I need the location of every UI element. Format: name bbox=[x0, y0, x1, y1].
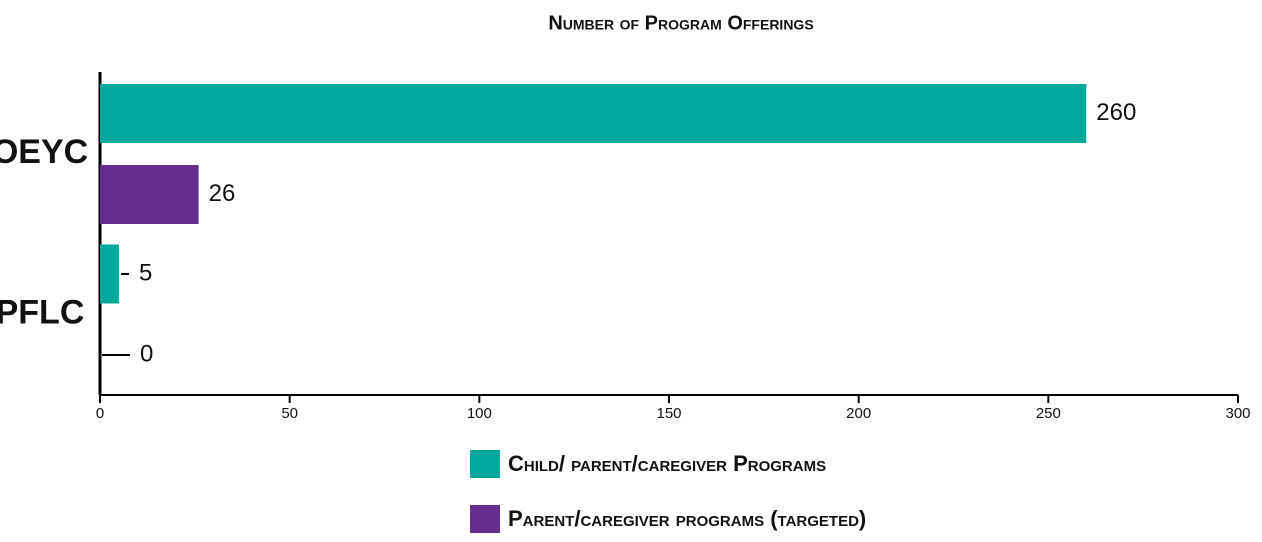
x-tick-label: 100 bbox=[467, 405, 492, 422]
bar bbox=[100, 165, 199, 224]
legend-label: Child/ parent/caregiver Programs bbox=[508, 451, 826, 476]
x-tick-label: 300 bbox=[1225, 405, 1250, 422]
value-label: 5 bbox=[139, 259, 152, 286]
value-label: 0 bbox=[140, 340, 153, 367]
x-tick-label: 0 bbox=[96, 405, 104, 422]
legend-label: Parent/caregiver programs (targeted) bbox=[508, 506, 866, 531]
x-tick-label: 250 bbox=[1036, 405, 1061, 422]
x-tick-label: 150 bbox=[656, 405, 681, 422]
bar bbox=[100, 84, 1087, 143]
category-label: OEYC bbox=[0, 133, 88, 171]
value-label: 260 bbox=[1096, 99, 1136, 126]
bar bbox=[100, 244, 119, 304]
category-label: PFLC bbox=[0, 293, 84, 331]
x-tick-label: 200 bbox=[846, 405, 871, 422]
x-tick-label: 50 bbox=[281, 405, 298, 422]
legend-swatch bbox=[470, 450, 500, 478]
value-label: 26 bbox=[209, 180, 236, 207]
legend-swatch bbox=[470, 505, 500, 533]
chart-title: Number of Program Offerings bbox=[548, 12, 813, 34]
